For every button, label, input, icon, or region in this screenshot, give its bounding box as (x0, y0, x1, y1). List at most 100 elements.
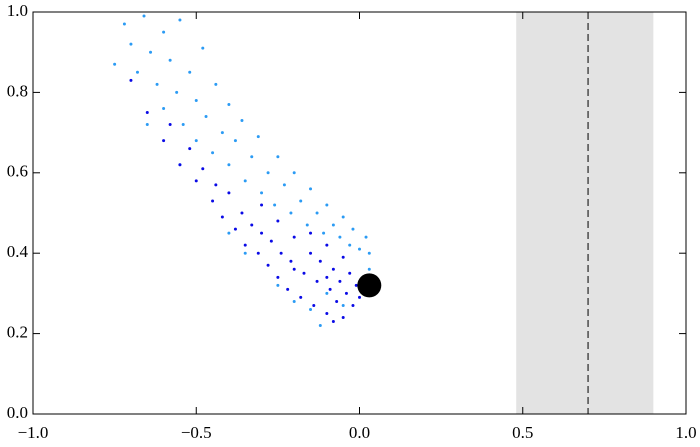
point (325, 291, 329, 295)
point (338, 279, 342, 283)
point (354, 283, 358, 287)
point (276, 283, 280, 287)
point (188, 70, 192, 74)
point (227, 163, 231, 167)
point (331, 223, 335, 227)
y-tick-label: 0.8 (7, 81, 28, 100)
point (299, 295, 303, 299)
point (211, 199, 215, 203)
point (309, 187, 313, 191)
point (358, 295, 361, 299)
point (292, 299, 296, 303)
point (309, 307, 313, 311)
point (341, 255, 345, 259)
y-tick-label: 0.6 (7, 162, 28, 181)
point (269, 239, 273, 243)
point (312, 303, 316, 307)
point (328, 287, 332, 291)
point (322, 231, 326, 235)
point (348, 271, 352, 275)
point (367, 267, 371, 271)
point (233, 139, 237, 143)
point (194, 179, 198, 183)
point (325, 312, 329, 315)
point (201, 46, 205, 50)
point (178, 18, 182, 22)
point (302, 271, 306, 275)
y-tick-label: 0.0 (7, 403, 28, 422)
point (256, 135, 260, 139)
point (178, 163, 182, 167)
point (276, 219, 280, 223)
point (276, 275, 280, 279)
point (181, 123, 185, 127)
point (358, 247, 361, 251)
point (292, 235, 296, 239)
point (325, 203, 329, 207)
point (315, 279, 319, 283)
point (292, 171, 296, 175)
point (129, 42, 133, 46)
point (309, 231, 313, 235)
point (162, 30, 166, 34)
point (289, 259, 293, 263)
point (175, 90, 179, 94)
point (305, 223, 309, 227)
x-tick-label: 1.0 (675, 423, 696, 442)
point (289, 211, 293, 215)
point (194, 98, 198, 102)
point (233, 227, 237, 231)
point (250, 155, 254, 159)
point (145, 111, 149, 114)
point (266, 263, 270, 267)
point (282, 183, 286, 187)
point (286, 287, 290, 291)
point (279, 251, 283, 255)
point (211, 151, 215, 155)
point (260, 231, 264, 235)
point (243, 179, 247, 183)
y-tick-label: 0.2 (7, 323, 28, 342)
point (309, 251, 313, 255)
point (266, 171, 270, 175)
point (168, 58, 172, 62)
point (214, 82, 218, 86)
x-tick-label: 0.5 (512, 423, 533, 442)
point (325, 243, 329, 247)
point (273, 203, 277, 207)
point (256, 251, 260, 255)
point (162, 139, 166, 143)
point (260, 191, 264, 195)
point (188, 147, 192, 151)
point (227, 102, 231, 106)
point (129, 78, 133, 82)
x-tick-label: 0.0 (349, 423, 370, 442)
point (149, 50, 153, 54)
point (243, 251, 247, 255)
point (318, 324, 322, 328)
point (220, 215, 224, 219)
point (364, 235, 368, 239)
point (341, 303, 345, 307)
point (240, 119, 244, 123)
point (367, 251, 371, 255)
shaded-band (516, 12, 654, 414)
point (250, 223, 254, 227)
point (315, 211, 319, 215)
marker (357, 273, 382, 298)
x-tick-label: −0.5 (181, 423, 212, 442)
point (122, 22, 126, 26)
point (351, 227, 355, 231)
point (135, 70, 139, 74)
point (145, 123, 149, 127)
point (292, 267, 296, 271)
point (194, 139, 198, 143)
point (341, 215, 345, 219)
point (299, 199, 303, 203)
point (204, 115, 208, 119)
point (168, 123, 172, 127)
point (338, 235, 342, 239)
point (227, 231, 231, 235)
point (240, 211, 244, 215)
